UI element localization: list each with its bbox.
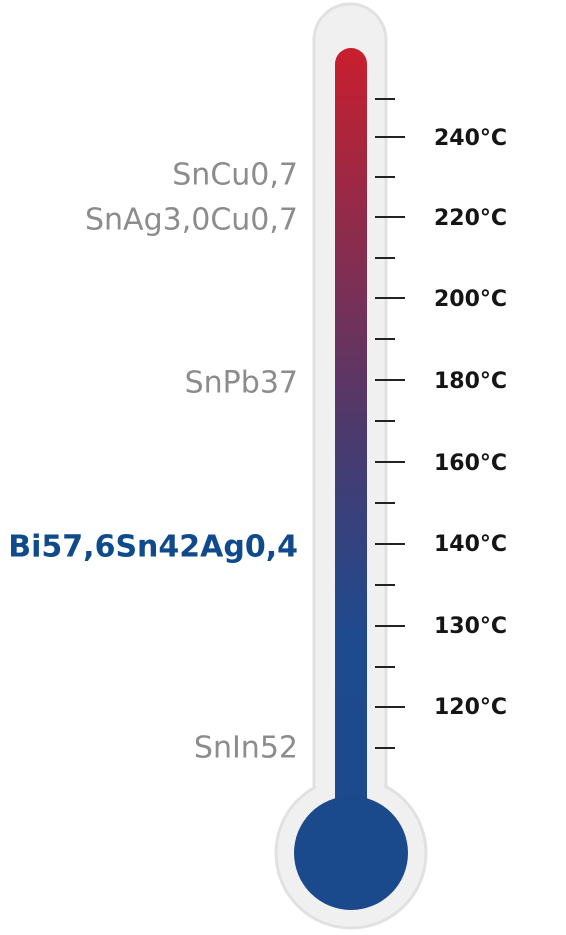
- alloy-label: SnPb37: [185, 366, 298, 401]
- tick-label: 200°C: [434, 287, 507, 312]
- alloy-label: SnAg3,0Cu0,7: [85, 203, 298, 238]
- alloy-label-highlight: Bi57,6Sn42Ag0,4: [8, 530, 298, 565]
- tick-label: 220°C: [434, 206, 507, 231]
- tick-label: 180°C: [434, 369, 507, 394]
- tick-labels: 240°C 220°C 200°C 180°C 160°C 140°C 130°…: [434, 126, 507, 720]
- tick-label: 160°C: [434, 451, 507, 476]
- alloy-label: SnCu0,7: [172, 158, 298, 193]
- tick-marks: [375, 98, 405, 749]
- tick-label: 120°C: [434, 695, 507, 720]
- tick-label: 130°C: [434, 614, 507, 639]
- thermometer-body: [274, 2, 428, 930]
- tick-label: 240°C: [434, 126, 507, 151]
- alloy-label: SnIn52: [194, 731, 298, 766]
- tick-label: 140°C: [434, 532, 507, 557]
- alloy-labels: SnCu0,7 SnAg3,0Cu0,7 SnPb37 Bi57,6Sn42Ag…: [8, 158, 298, 766]
